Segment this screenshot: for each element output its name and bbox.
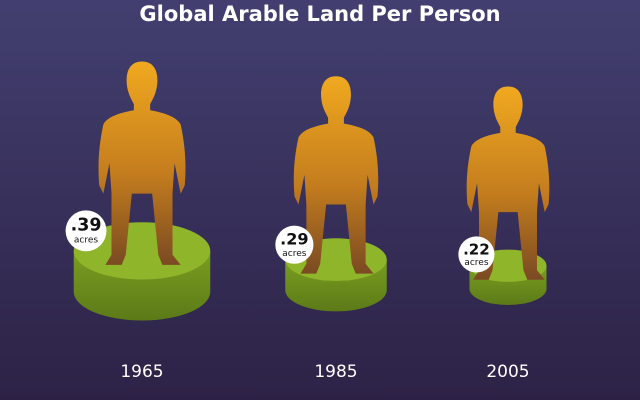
unit-label: acres [464,258,489,268]
category-label: 1985 [314,362,357,382]
value-badge [275,225,314,264]
person [466,86,550,280]
unit-label: acres [74,236,99,246]
value-badge [458,236,495,273]
person [293,76,379,274]
value-label: .29 [280,229,308,248]
chart-title: Global Arable Land Per Person [139,2,500,26]
person [98,61,186,265]
land-disc [73,222,211,321]
category-label: 1965 [120,362,163,382]
value-label: .39 [71,216,102,236]
value-badge [65,210,107,252]
category-label: 2005 [486,362,529,382]
disc-top [73,222,211,280]
unit-label: acres [282,249,307,259]
value-label: .22 [463,240,490,258]
